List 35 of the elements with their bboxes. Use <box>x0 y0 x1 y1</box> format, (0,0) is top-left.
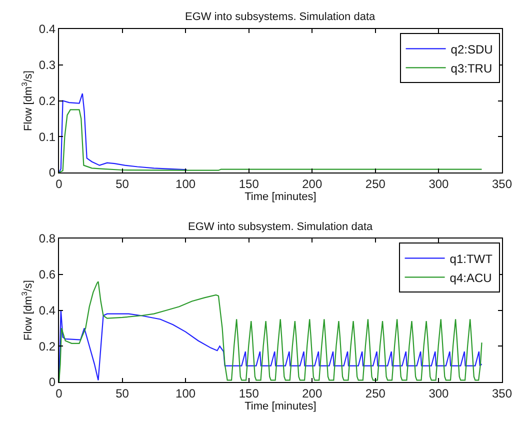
x-tick-label: 150 <box>238 176 260 191</box>
chart-title: EGW into subsystem. Simulation data <box>188 221 374 233</box>
line-series <box>59 93 188 172</box>
x-tick-label: 250 <box>365 386 386 400</box>
y-tick-label: 0.4 <box>38 303 56 318</box>
y-tick-label: 0.3 <box>38 58 56 72</box>
legend-label: q3:TRU <box>450 61 492 76</box>
chart-title: EGW into subsystems. Simulation data <box>185 11 376 23</box>
x-tick-label: 350 <box>492 386 512 400</box>
x-tick-label: 100 <box>176 386 196 400</box>
legend-label: q1:TWT <box>450 252 494 266</box>
x-tick-label: 350 <box>492 176 512 191</box>
y-tick-label: 0.2 <box>38 339 56 354</box>
x-tick-label: 50 <box>116 176 130 191</box>
x-tick-label: 300 <box>428 386 450 400</box>
x-axis-title: Time [minutes] <box>244 400 316 413</box>
x-tick-label: 50 <box>116 386 130 400</box>
x-tick-label: 150 <box>238 386 260 400</box>
x-axis-title: Time [minutes] <box>244 191 316 204</box>
x-tick-label: 200 <box>302 386 322 400</box>
y-tick-label: 0.8 <box>38 232 56 246</box>
legend-label: q2:SDU <box>450 42 493 56</box>
x-tick-label: 250 <box>365 176 386 191</box>
y-tick-label: 0 <box>48 166 56 180</box>
x-tick-label: 200 <box>302 176 322 191</box>
x-tick-label: 300 <box>428 176 450 191</box>
y-tick-label: 0.4 <box>38 22 56 36</box>
x-tick-label: 100 <box>176 176 196 191</box>
y-tick-label: 0.1 <box>38 130 56 144</box>
legend-label: q4:ACU <box>450 270 492 285</box>
y-tick-label: 0 <box>48 375 56 390</box>
y-tick-label: 0.6 <box>38 268 56 282</box>
line-series <box>59 310 482 382</box>
line-series <box>59 109 482 172</box>
y-tick-label: 0.2 <box>38 94 56 108</box>
